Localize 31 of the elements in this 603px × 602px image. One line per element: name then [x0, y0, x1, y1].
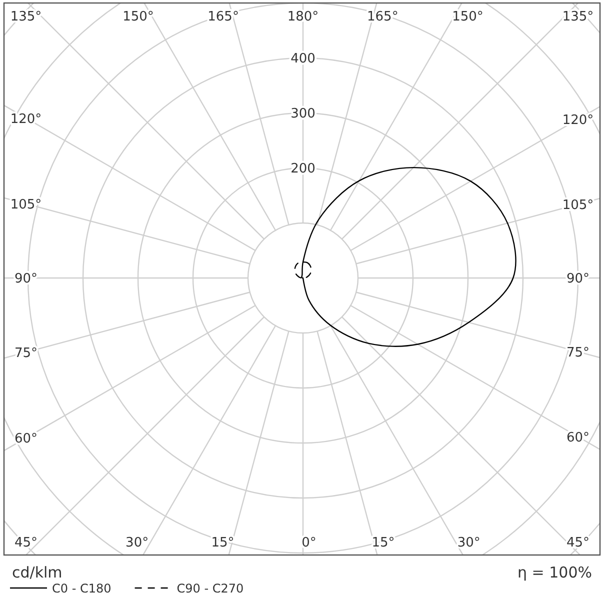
spoke-label: 180° — [287, 10, 319, 25]
spoke-label: 120° — [562, 112, 594, 128]
spoke-label: 30° — [126, 536, 149, 551]
spoke-label: 150° — [452, 10, 484, 25]
spoke-label: 105° — [10, 197, 42, 212]
spoke-label: 60° — [14, 432, 38, 447]
spoke-label: 75° — [14, 346, 38, 361]
spoke-label: 0° — [302, 536, 316, 551]
spoke-label: 165° — [367, 10, 398, 25]
legend-label: C90 - C270 — [176, 581, 244, 596]
spoke-label: 15° — [372, 536, 395, 551]
spoke-label: 60° — [566, 430, 590, 446]
spoke-label: 135° — [562, 10, 594, 25]
spoke-label: 45° — [566, 536, 590, 551]
spoke-label: 90° — [14, 272, 38, 287]
spoke-label: 150° — [122, 10, 154, 25]
legend-label: C0 - C180 — [52, 581, 112, 596]
text: η = 100% — [518, 563, 592, 582]
spoke-label: 120° — [10, 112, 42, 127]
spoke-label: 135° — [10, 10, 42, 25]
spoke-label: 165° — [208, 10, 239, 25]
spoke-label: 75° — [566, 345, 590, 360]
spoke-label: 15° — [211, 536, 234, 551]
spoke-label: 90° — [566, 272, 590, 287]
spoke-label: 105° — [562, 198, 594, 213]
y-tick-label: 400 — [290, 52, 316, 67]
spoke-label: 30° — [457, 536, 480, 551]
y-tick-label: 200 — [290, 162, 316, 177]
spoke-label: 45° — [14, 536, 38, 551]
y-tick-label: 300 — [290, 106, 316, 122]
text: cd/klm — [12, 563, 62, 582]
